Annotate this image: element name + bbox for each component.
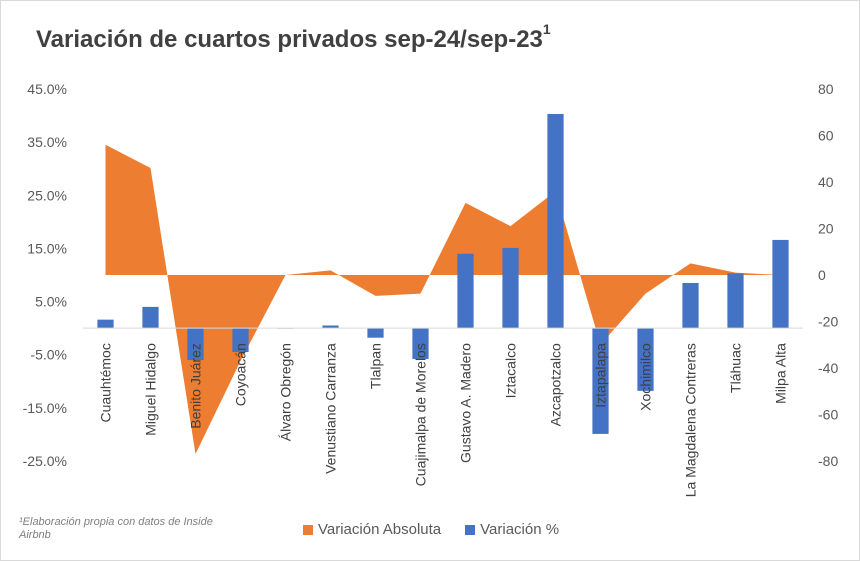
y-right-tick-label: -60 [818,407,838,423]
bar-variacion-pct-11 [547,113,564,329]
category-label: Tláhuac [728,343,744,393]
y-right-tick-label: 40 [818,174,834,190]
category-label: Iztacalco [503,343,519,398]
y-right-tick-label: -20 [818,314,838,330]
chart-title: Variación de cuartos privados sep-24/sep… [36,21,551,53]
legend-item-absolute: Variación Absoluta [303,521,441,538]
category-label: La Magdalena Contreras [683,343,699,497]
bar-variacion-pct-16 [772,239,789,329]
legend-swatch-percent [465,524,476,535]
y-right-tick-label: -40 [818,360,838,376]
category-label: Iztapalapa [593,343,609,408]
y-left-tick-label: 35.0% [27,134,67,150]
category-label: Miguel Hidalgo [143,343,159,436]
legend: Variación Absoluta Variación % [303,521,583,538]
legend-label-absolute: Variación Absoluta [318,521,442,538]
category-label: Azcapotzalco [548,343,564,426]
category-label: Gustavo A. Madero [458,343,474,463]
bar-variacion-pct-6 [322,325,339,329]
bar-variacion-pct-4 [232,328,249,353]
y-right-tick-label: 0 [818,267,826,283]
category-label: Xochimilco [638,343,654,411]
footnote: ¹Elaboración propia con datos de Inside … [19,516,213,541]
category-label: Tlalpan [368,343,384,389]
bar-variacion-pct-8 [412,328,429,359]
y-right-tick-label: -80 [818,453,838,469]
bar-variacion-pct-9 [457,253,474,329]
bar-variacion-pct-13 [637,328,654,391]
area-variacion-absoluta [105,144,781,455]
y-left-tick-label: 45.0% [27,81,67,97]
bar-variacion-pct-14 [682,282,699,329]
y-right-tick-label: 80 [818,81,834,97]
category-label: Cuauhtémoc [98,343,114,422]
category-label: Milpa Alta [773,343,789,404]
bar-variacion-pct-12 [592,328,609,434]
y-right-tick-label: 60 [818,128,834,144]
bar-variacion-pct-15 [727,273,744,329]
y-left-tick-label: -15.0% [23,400,67,416]
y-left-tick-label: 5.0% [35,294,67,310]
category-label: Venustiano Carranza [323,343,339,474]
y-left-tick-label: -25.0% [23,453,67,469]
y-right-tick-label: 20 [818,221,834,237]
bar-variacion-pct-7 [367,328,384,338]
category-label: Coyoacán [233,343,249,406]
category-label: Cuajimalpa de Morelos [413,343,429,486]
y-left-tick-label: 15.0% [27,240,67,256]
category-label: Álvaro Obregón [278,343,294,441]
y-left-tick-label: -5.0% [30,347,67,363]
legend-swatch-absolute [303,524,313,535]
bar-variacion-pct-2 [142,306,159,329]
category-label: Benito Juárez [188,343,204,429]
bar-variacion-pct-1 [97,319,114,329]
legend-item-percent: Variación % [465,521,559,538]
bar-variacion-pct-3 [187,328,204,361]
bar-variacion-pct-10 [502,247,519,329]
legend-label-percent: Variación % [480,521,560,538]
y-left-tick-label: 25.0% [27,187,67,203]
